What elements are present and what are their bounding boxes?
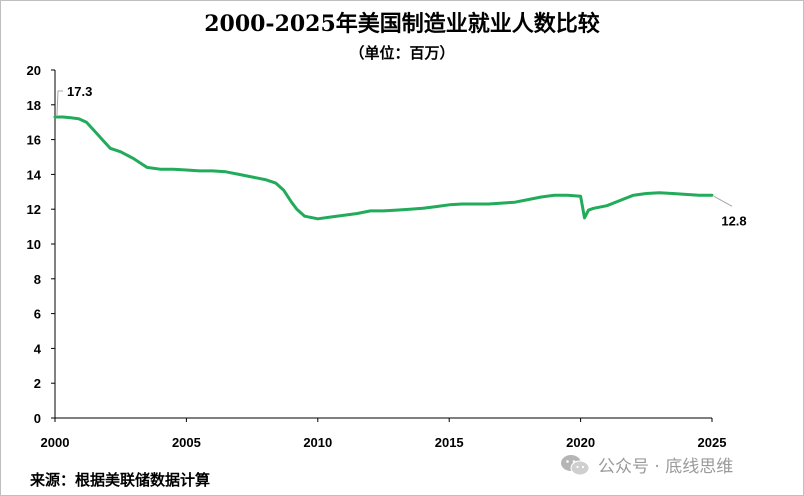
watermark: 公众号 · 底线思维 — [560, 452, 733, 477]
wechat-icon — [561, 454, 590, 475]
x-tick-label: 2025 — [698, 435, 727, 450]
y-tick-label: 4 — [34, 341, 42, 356]
y-tick-label: 20 — [27, 63, 41, 78]
x-axis: 2000 2005 2010 2015 2020 2025 — [41, 417, 727, 450]
y-tick-label: 16 — [27, 133, 41, 148]
y-tick-label: 6 — [34, 307, 41, 322]
label-leader-end — [713, 195, 733, 207]
y-tick-label: 14 — [27, 167, 42, 182]
chart-subtitle: （单位：百万） — [349, 44, 455, 62]
x-tick-label: 2000 — [41, 435, 70, 450]
x-tick-label: 2005 — [172, 435, 201, 450]
y-tick-label: 2 — [34, 376, 41, 391]
y-tick-label: 0 — [34, 411, 41, 426]
source-note: 来源：根据美联储数据计算 — [30, 471, 211, 489]
y-tick-label: 8 — [34, 272, 41, 287]
y-tick-label: 10 — [27, 237, 41, 252]
annotations: 17.3 12.8 — [56, 84, 747, 228]
y-axis: 0 2 4 6 8 10 12 14 16 18 20 — [27, 63, 56, 426]
watermark-text: 公众号 · 底线思维 — [598, 457, 734, 477]
y-tick-label: 18 — [27, 98, 41, 113]
label-leader-start — [56, 90, 63, 116]
series-group — [53, 115, 714, 221]
x-tick-label: 2020 — [566, 435, 595, 450]
x-tick-label: 2010 — [303, 435, 332, 450]
x-tick-label: 2015 — [435, 435, 464, 450]
series-line-0 — [53, 115, 714, 221]
chart-title: 2000-2025年美国制造业就业人数比较 — [204, 11, 600, 37]
y-tick-label: 12 — [27, 202, 41, 217]
data-label-end: 12.8 — [721, 213, 746, 228]
data-label-start: 17.3 — [67, 84, 92, 99]
